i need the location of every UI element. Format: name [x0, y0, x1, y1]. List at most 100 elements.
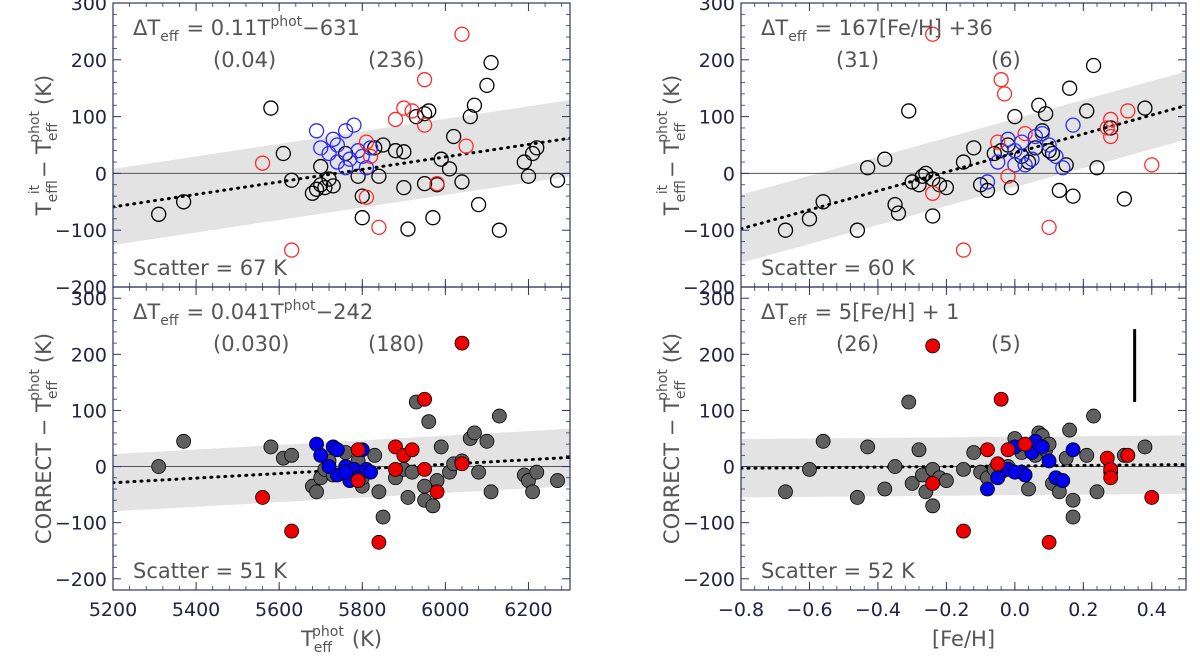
y-tick-label: −100 [683, 220, 735, 242]
data-point [309, 484, 324, 500]
data-point [979, 182, 996, 199]
data-point [388, 461, 403, 477]
data-point [362, 140, 379, 156]
data-point [1000, 168, 1016, 184]
data-point [416, 117, 433, 133]
series-red [254, 26, 474, 258]
data-point [525, 484, 541, 500]
data-point [350, 143, 366, 159]
data-point [966, 445, 982, 460]
data-point [1017, 125, 1033, 142]
data-point [956, 461, 971, 477]
data-point [925, 208, 941, 224]
data-point [396, 144, 412, 160]
panel-bottom-right: −200 −100 0 100 200 300 −0.8 −0.6 −0.4 −0.2 0.0 0.2… [655, 286, 1187, 651]
data-point [911, 442, 927, 458]
data-point [416, 72, 433, 88]
data-point [429, 484, 445, 500]
series-blue [308, 117, 379, 176]
data-point [1031, 97, 1047, 113]
y-tick-label: 0 [95, 163, 107, 185]
data-point [1061, 80, 1078, 96]
data-point [446, 128, 462, 145]
data-point [1089, 160, 1105, 176]
data-point [454, 26, 470, 42]
y-tick-label: 200 [699, 50, 735, 72]
data-point [416, 175, 433, 192]
series-red [925, 26, 1160, 258]
y-tick-label: 100 [71, 107, 107, 129]
data-point [1048, 148, 1064, 165]
data-point [263, 100, 279, 116]
data-point [321, 145, 337, 162]
data-point [990, 154, 1006, 170]
data-point [925, 498, 941, 514]
data-point [986, 145, 1002, 162]
data-point [980, 481, 995, 497]
x-tick-label: 0.4 [1137, 599, 1167, 621]
data-point [354, 210, 370, 226]
data-point [1041, 453, 1057, 469]
data-point [350, 168, 366, 184]
data-point [350, 442, 366, 458]
x-axis-label: [Fe/H] [932, 627, 995, 651]
data-point [1021, 481, 1036, 497]
y-tick-label: 0 [723, 163, 735, 185]
data-point [454, 335, 470, 351]
data-point [313, 177, 329, 193]
data-point [416, 106, 433, 122]
y-tick-label: −200 [55, 569, 107, 591]
data-point [1007, 157, 1023, 173]
data-point [1014, 134, 1030, 150]
data-point [350, 473, 366, 488]
data-point [317, 179, 333, 196]
data-point [1065, 492, 1081, 508]
data-point [371, 168, 387, 184]
data-point [338, 160, 354, 176]
y-tick-label: 100 [699, 400, 735, 422]
fit-equation: ΔTeff = 0.11Tphot−631 [133, 14, 360, 45]
data-point [1103, 120, 1119, 136]
data-point [1103, 128, 1119, 145]
x-tick-label: 5800 [338, 599, 386, 621]
data-point [1086, 408, 1101, 424]
data-point [938, 473, 954, 488]
data-point [549, 172, 566, 188]
y-tick-label: 200 [71, 344, 107, 366]
data-point [371, 484, 387, 500]
data-point [955, 242, 972, 258]
data-point [275, 145, 291, 162]
data-point [254, 155, 271, 171]
data-point [421, 414, 437, 430]
y-axis-label: Tefflit − Teffphot(K) [27, 75, 61, 216]
y-axis-label: Tefflit − Teffphot(K) [655, 75, 689, 216]
y-tick-label: 300 [699, 288, 735, 310]
data-point [441, 161, 458, 177]
data-point [1062, 422, 1078, 438]
data-point [1079, 103, 1095, 119]
data-point [325, 131, 341, 147]
fit-error-intercept: (5) [991, 332, 1021, 356]
data-point [966, 140, 982, 156]
data-point [483, 54, 499, 71]
panel-bottom-left: −200 −100 0 100 200 300 5200 5400 5600 5800 6000 62… [27, 286, 571, 656]
fit-error-slope: (0.04) [213, 48, 276, 72]
data-point [778, 484, 793, 500]
data-point [777, 222, 794, 238]
data-point [354, 148, 370, 165]
data-point [1116, 191, 1133, 207]
data-point [1038, 106, 1054, 122]
data-point [404, 103, 420, 119]
data-point [470, 196, 487, 213]
panel-top-right: −200 −100 0 100 200 300 ΔTeff = 167[Fe/H] +36 (3… [655, 0, 1187, 299]
data-point [425, 498, 441, 514]
data-point [371, 534, 387, 550]
fit-line [741, 104, 1186, 231]
data-point [329, 442, 345, 458]
y-tick-label: −200 [683, 569, 735, 591]
data-point [1137, 439, 1153, 455]
panel-top-left: −200 −100 0 100 200 300 ΔTeff = 0.11Tphot−631 (0… [27, 0, 571, 299]
data-point [529, 464, 545, 480]
data-point [358, 134, 375, 150]
data-point [529, 140, 545, 156]
